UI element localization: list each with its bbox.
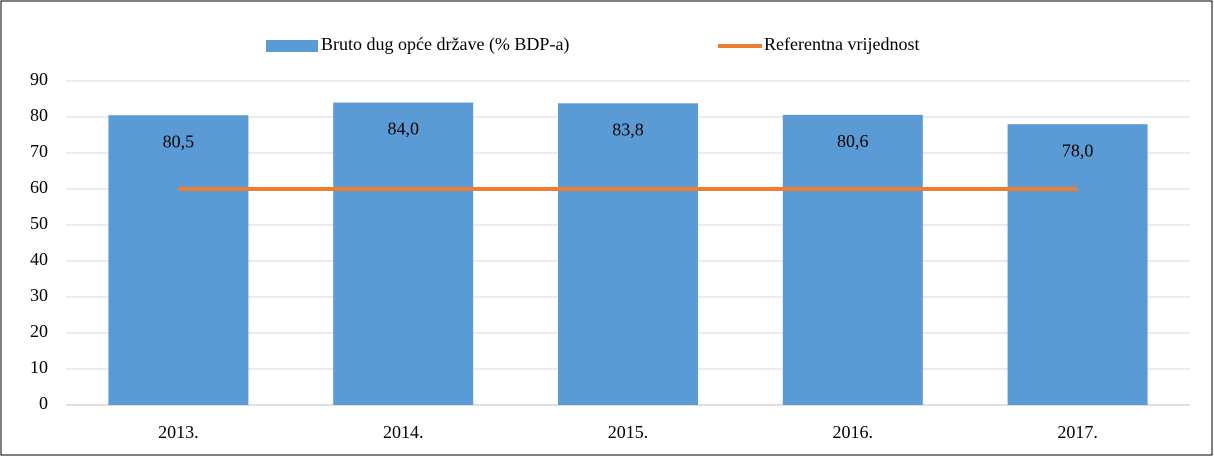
x-tick-label: 2015. (608, 422, 649, 442)
y-tick-label: 50 (30, 213, 48, 233)
data-label: 80,5 (163, 131, 195, 151)
y-tick-label: 40 (30, 249, 48, 269)
y-tick-label: 20 (30, 321, 48, 341)
x-tick-label: 2013. (158, 422, 199, 442)
x-tick-label: 2017. (1057, 422, 1098, 442)
bar (558, 103, 698, 405)
x-tick-label: 2016. (833, 422, 874, 442)
y-tick-label: 0 (39, 393, 48, 413)
bar (108, 115, 249, 405)
y-tick-label: 80 (30, 105, 48, 125)
bar (782, 114, 923, 405)
y-tick-label: 30 (30, 285, 48, 305)
x-tick-label: 2014. (383, 422, 424, 442)
y-tick-label: 70 (30, 141, 48, 161)
data-label: 84,0 (387, 119, 419, 139)
y-tick-label: 10 (30, 357, 48, 377)
bar (1007, 124, 1148, 405)
y-tick-label: 60 (30, 177, 48, 197)
data-label: 83,8 (612, 119, 644, 139)
legend-label: Bruto dug opće države (% BDP-a) (321, 34, 569, 55)
y-tick-label: 90 (30, 69, 48, 89)
data-label: 80,6 (837, 131, 869, 151)
legend-swatch (266, 40, 318, 52)
legend-label: Referentna vrijednost (764, 34, 919, 54)
data-label: 78,0 (1062, 140, 1094, 160)
bar (333, 102, 474, 405)
